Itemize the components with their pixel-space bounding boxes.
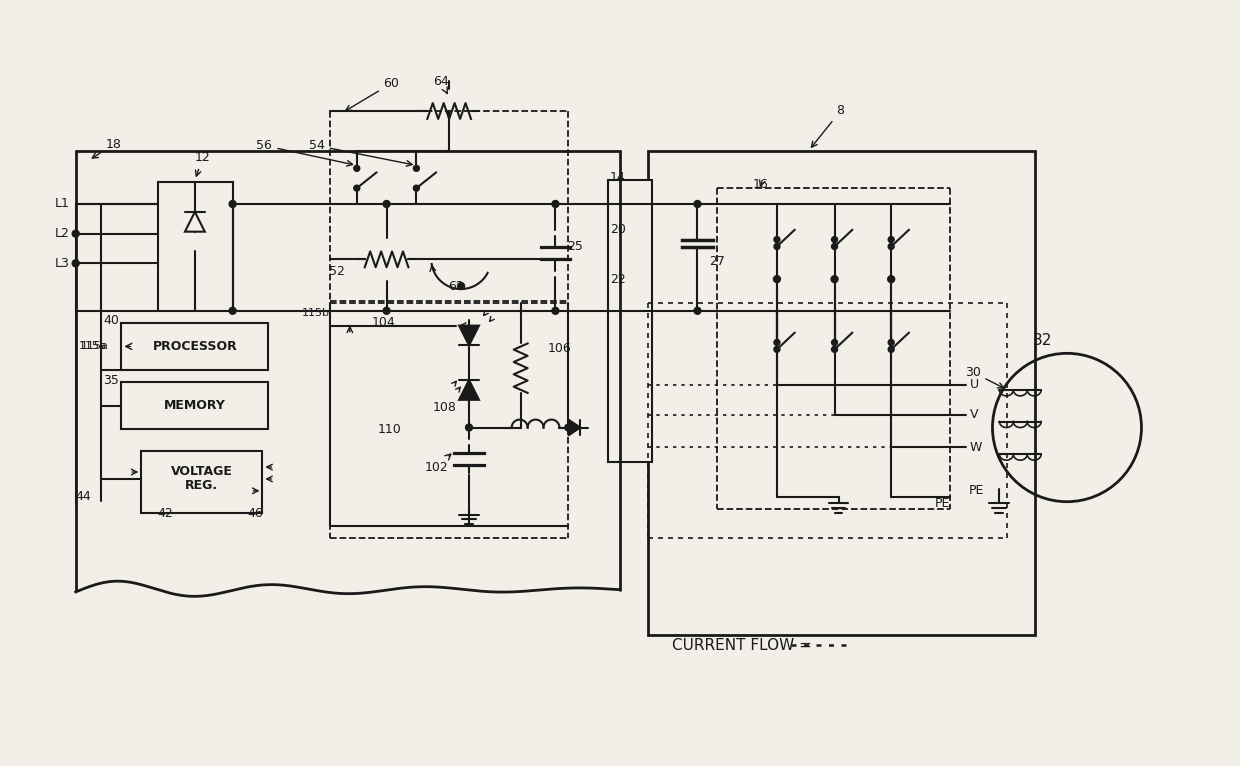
Circle shape xyxy=(694,201,701,208)
Circle shape xyxy=(888,237,894,243)
Circle shape xyxy=(888,244,894,250)
Text: L2: L2 xyxy=(55,228,69,241)
Circle shape xyxy=(552,307,559,314)
Circle shape xyxy=(229,307,236,314)
Bar xyxy=(122,382,268,430)
Text: CURRENT FLOW =: CURRENT FLOW = xyxy=(672,637,811,653)
Text: 62: 62 xyxy=(448,280,464,293)
Circle shape xyxy=(72,230,79,237)
Text: 115a: 115a xyxy=(81,342,108,352)
Text: 110: 110 xyxy=(378,423,402,436)
Bar xyxy=(159,182,233,311)
Text: PROCESSOR: PROCESSOR xyxy=(153,340,237,353)
Text: 12: 12 xyxy=(195,151,211,176)
Text: MEMORY: MEMORY xyxy=(164,399,226,412)
Circle shape xyxy=(413,185,419,191)
Text: 14: 14 xyxy=(610,171,626,184)
Text: 104: 104 xyxy=(372,316,396,329)
Text: L1: L1 xyxy=(55,198,69,211)
Circle shape xyxy=(832,346,837,352)
Text: 44: 44 xyxy=(76,490,92,503)
Text: 27: 27 xyxy=(709,255,725,268)
Circle shape xyxy=(72,260,79,267)
Circle shape xyxy=(832,339,837,345)
Text: 115b: 115b xyxy=(303,308,330,318)
Text: U: U xyxy=(970,378,978,391)
Bar xyxy=(608,180,652,462)
Circle shape xyxy=(774,346,780,352)
Text: 20: 20 xyxy=(610,223,626,236)
Text: W: W xyxy=(970,440,982,453)
Text: 102: 102 xyxy=(424,454,451,473)
Bar xyxy=(647,151,1035,635)
Circle shape xyxy=(694,307,701,314)
Polygon shape xyxy=(459,380,479,400)
Polygon shape xyxy=(459,326,479,345)
Circle shape xyxy=(888,276,894,283)
Circle shape xyxy=(465,424,472,431)
Text: 35: 35 xyxy=(103,374,119,387)
Circle shape xyxy=(353,185,360,191)
Circle shape xyxy=(458,283,465,290)
Circle shape xyxy=(383,201,391,208)
Text: 106: 106 xyxy=(548,342,572,355)
Text: 22: 22 xyxy=(610,273,626,286)
Text: 30: 30 xyxy=(965,365,1003,388)
Polygon shape xyxy=(185,212,205,231)
Text: 115a: 115a xyxy=(78,342,107,352)
Text: 64: 64 xyxy=(433,75,449,93)
Text: L3: L3 xyxy=(55,257,69,270)
Circle shape xyxy=(774,339,780,345)
Text: 40: 40 xyxy=(103,314,119,327)
Text: V: V xyxy=(970,408,978,421)
Circle shape xyxy=(832,237,837,243)
Text: 52: 52 xyxy=(329,265,345,278)
Circle shape xyxy=(831,276,838,283)
Circle shape xyxy=(552,201,559,208)
Polygon shape xyxy=(568,420,580,435)
Bar xyxy=(122,322,268,370)
Text: PE: PE xyxy=(970,484,985,497)
Text: 32: 32 xyxy=(1033,333,1052,348)
Text: 56: 56 xyxy=(257,139,352,166)
Text: 25: 25 xyxy=(568,240,583,253)
Circle shape xyxy=(413,165,419,172)
Circle shape xyxy=(229,201,236,208)
Text: 16: 16 xyxy=(753,178,769,191)
Bar xyxy=(141,451,263,512)
Text: VOLTAGE: VOLTAGE xyxy=(171,464,233,477)
Text: 46: 46 xyxy=(248,507,263,520)
Circle shape xyxy=(353,165,360,172)
Circle shape xyxy=(774,276,780,283)
Circle shape xyxy=(565,424,572,431)
Text: 60: 60 xyxy=(346,77,399,111)
Circle shape xyxy=(774,244,780,250)
Circle shape xyxy=(888,339,894,345)
Text: 54: 54 xyxy=(309,139,412,166)
Circle shape xyxy=(774,237,780,243)
Text: 18: 18 xyxy=(92,138,122,158)
Text: PE: PE xyxy=(935,497,951,510)
Circle shape xyxy=(383,307,391,314)
Text: REG.: REG. xyxy=(185,480,218,493)
Text: 8: 8 xyxy=(811,104,844,147)
Text: 42: 42 xyxy=(157,507,172,520)
Circle shape xyxy=(888,346,894,352)
Text: 108: 108 xyxy=(433,401,456,414)
Circle shape xyxy=(832,244,837,250)
